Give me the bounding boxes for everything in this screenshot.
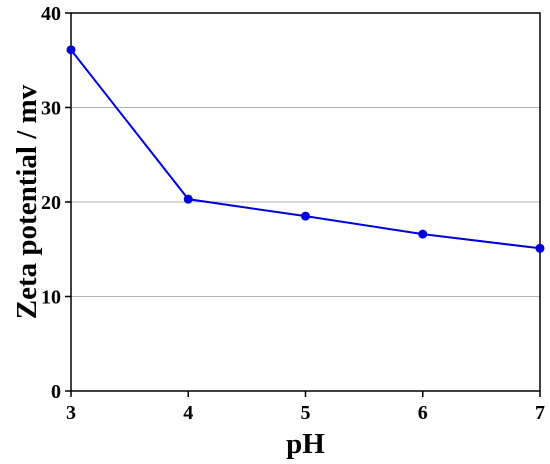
x-tick-label: 4 <box>183 402 193 424</box>
data-series <box>66 45 545 253</box>
y-tick-label: 20 <box>41 192 61 214</box>
x-tick-label: 5 <box>301 402 311 424</box>
y-tick-label: 30 <box>41 98 61 120</box>
x-tick-label: 7 <box>535 402 545 424</box>
data-point-ph-5 <box>301 211 310 221</box>
x-axis-title: pH <box>286 428 325 460</box>
axis-ticks: 0 10 20 30 40 3 4 5 6 7 <box>41 3 545 424</box>
x-tick-label: 3 <box>66 402 76 424</box>
data-point-ph-7 <box>535 243 545 253</box>
grid-lines <box>71 107 540 297</box>
y-axis-title: Zeta potential / mv <box>11 84 43 319</box>
data-point-ph-6 <box>418 229 428 239</box>
data-point-ph-3 <box>66 45 76 55</box>
y-tick-label: 0 <box>51 381 61 403</box>
y-tick-label: 40 <box>41 3 61 25</box>
x-tick-label: 6 <box>418 402 428 424</box>
y-tick-label: 10 <box>41 287 61 309</box>
data-point-ph-4 <box>183 194 193 204</box>
